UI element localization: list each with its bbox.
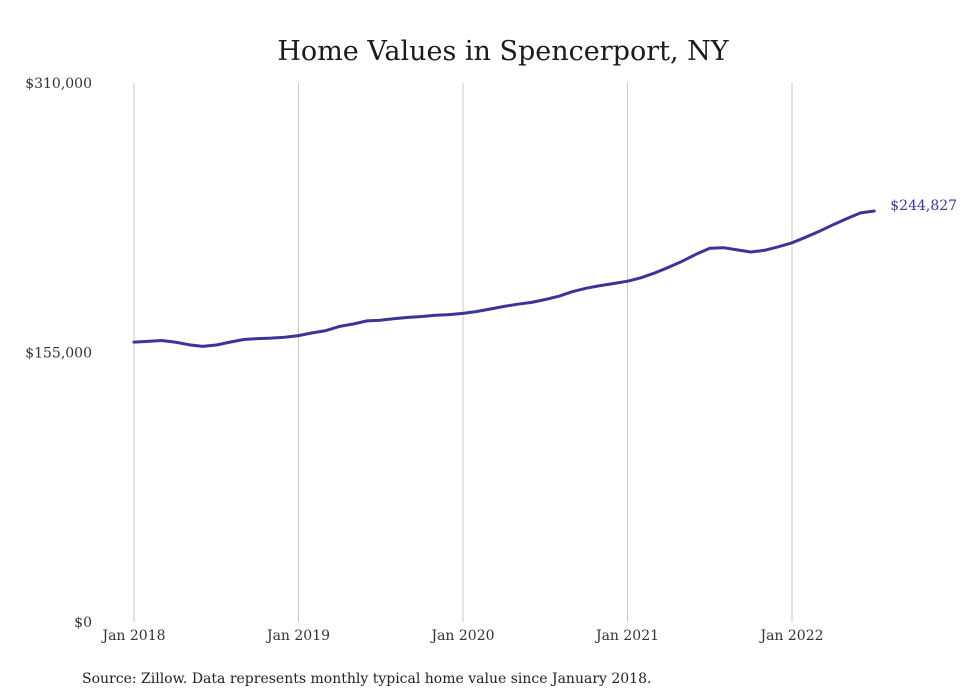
- source-note: Source: Zillow. Data represents monthly …: [82, 671, 651, 687]
- y-tick-label: $155,000: [25, 346, 92, 362]
- plot-area: $244,827: [132, 198, 957, 348]
- x-tick-label: Jan 2021: [594, 628, 659, 644]
- series-line: [132, 209, 876, 348]
- x-tick-label: Jan 2019: [265, 628, 330, 644]
- chart-title: Home Values in Spencerport, NY: [277, 36, 729, 67]
- y-tick-label: $0: [74, 615, 92, 631]
- x-tick-label: Jan 2022: [758, 628, 823, 644]
- x-axis: Jan 2018 Jan 2019 Jan 2020 Jan 2021 Jan 2022: [100, 628, 823, 644]
- end-value-label: $244,827: [890, 198, 957, 214]
- x-tick-label: Jan 2018: [100, 628, 165, 644]
- y-axis: $0 $155,000 $310,000: [25, 76, 92, 631]
- gridlines: [133, 83, 793, 622]
- x-tick-label: Jan 2020: [429, 628, 494, 644]
- y-tick-label: $310,000: [25, 76, 92, 92]
